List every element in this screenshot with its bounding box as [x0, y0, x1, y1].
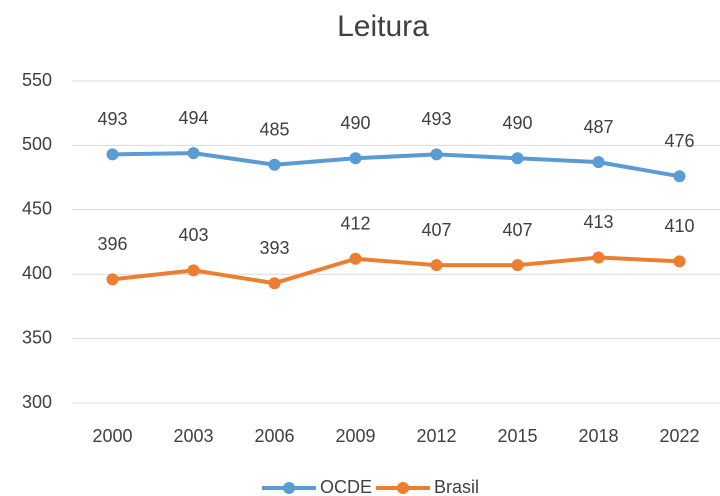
- data-label: 490: [502, 113, 532, 133]
- data-label: 403: [178, 225, 208, 245]
- legend-label: OCDE: [320, 477, 372, 496]
- y-tick-label: 500: [22, 134, 52, 154]
- data-label: 396: [97, 234, 127, 254]
- data-point: [268, 158, 281, 171]
- data-point: [673, 255, 686, 268]
- x-tick-label: 2018: [578, 426, 618, 446]
- data-label: 407: [502, 220, 532, 240]
- y-tick-label: 450: [22, 199, 52, 219]
- x-tick-label: 2003: [173, 426, 213, 446]
- data-point: [349, 252, 362, 265]
- data-point: [511, 152, 524, 165]
- data-label: 493: [421, 109, 451, 129]
- data-label: 410: [664, 216, 694, 236]
- x-tick-label: 2009: [335, 426, 375, 446]
- data-point: [430, 148, 443, 161]
- data-point: [349, 152, 362, 165]
- data-label: 407: [421, 220, 451, 240]
- x-tick-label: 2000: [92, 426, 132, 446]
- x-tick-label: 2015: [497, 426, 537, 446]
- legend-label: Brasil: [434, 477, 479, 496]
- data-label: 487: [583, 117, 613, 137]
- data-point: [187, 264, 200, 277]
- data-point: [592, 156, 605, 169]
- x-tick-label: 2012: [416, 426, 456, 446]
- y-tick-label: 300: [22, 392, 52, 412]
- y-tick-label: 400: [22, 263, 52, 283]
- x-tick-label: 2022: [659, 426, 699, 446]
- legend-marker: [397, 482, 410, 494]
- data-label: 413: [583, 212, 613, 232]
- x-tick-label: 2006: [254, 426, 294, 446]
- series-line: [112, 255, 680, 286]
- data-label: 476: [664, 131, 694, 151]
- data-point: [187, 147, 200, 160]
- data-label: 490: [340, 113, 370, 133]
- series-line: [112, 151, 680, 179]
- data-point: [673, 170, 686, 183]
- data-label: 412: [340, 213, 370, 233]
- data-point: [430, 259, 443, 272]
- y-tick-label: 550: [22, 70, 52, 90]
- data-point: [592, 251, 605, 264]
- y-tick-label: 350: [22, 327, 52, 347]
- data-point: [511, 259, 524, 272]
- data-label: 494: [178, 108, 208, 128]
- data-label: 493: [97, 109, 127, 129]
- data-point: [106, 273, 119, 286]
- data-label: 485: [259, 119, 289, 139]
- data-point: [106, 148, 119, 161]
- chart-title: Leitura: [337, 10, 429, 43]
- legend-marker: [283, 482, 295, 494]
- data-point: [268, 277, 281, 290]
- data-label: 393: [259, 238, 289, 258]
